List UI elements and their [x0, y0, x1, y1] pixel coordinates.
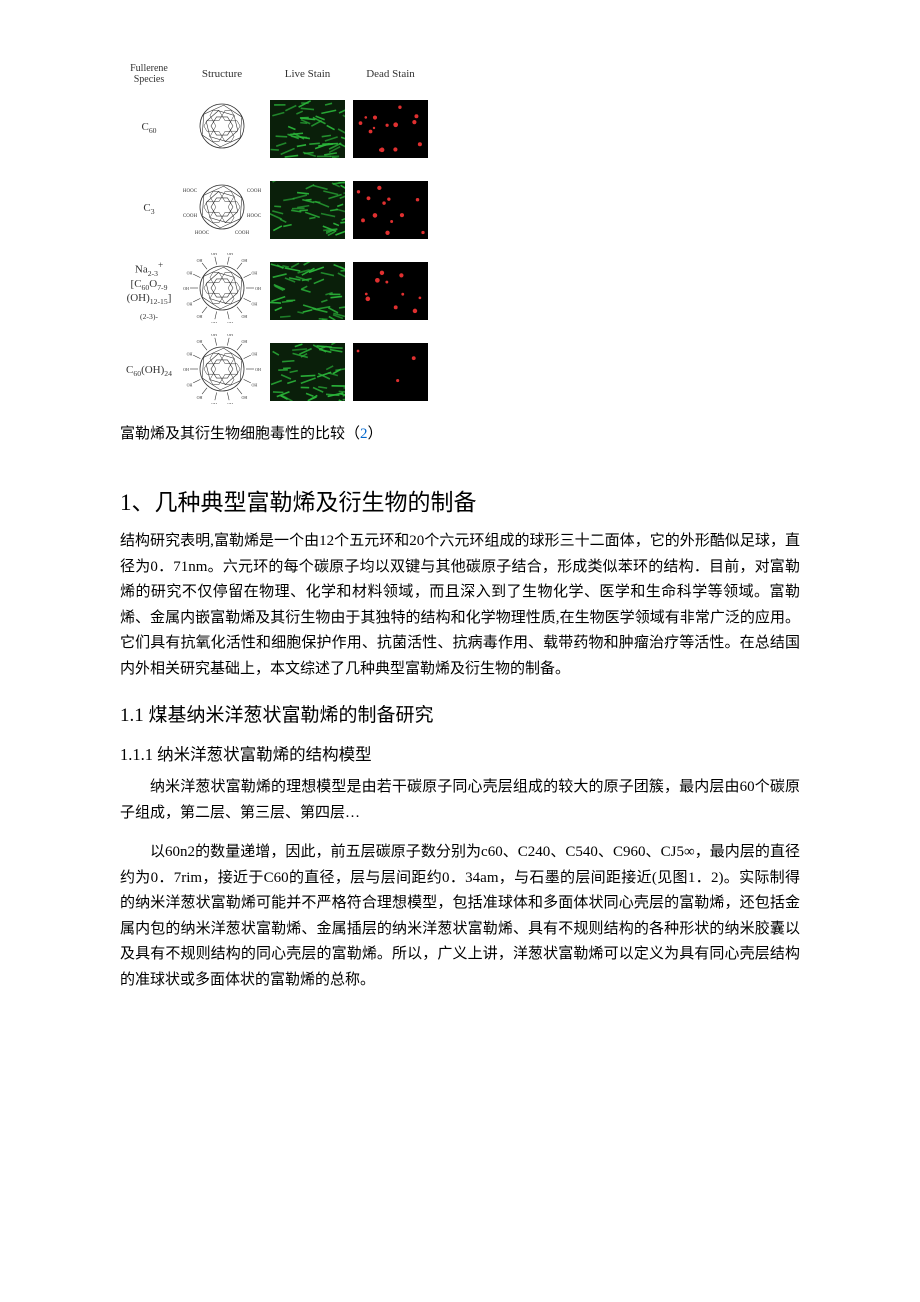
svg-text:OH: OH — [187, 383, 193, 388]
col-header-live: Live Stain — [266, 60, 349, 88]
section-1-heading: 1、几种典型富勒烯及衍生物的制备 — [120, 483, 800, 517]
svg-text:OH: OH — [227, 334, 233, 337]
svg-text:OH: OH — [187, 302, 193, 307]
svg-text:COOH: COOH — [247, 189, 262, 194]
svg-text:OH: OH — [242, 258, 248, 263]
figure-row: C60(OH)24 OH OH OH OH OH OH OH OH OH OH OH OH OH OH — [120, 331, 432, 412]
svg-text:OH: OH — [183, 367, 189, 372]
svg-text:OH: OH — [211, 334, 217, 337]
svg-text:OH: OH — [227, 402, 233, 404]
species-header: Fullerene Species — [120, 60, 178, 88]
svg-text:OH: OH — [197, 339, 203, 344]
svg-text:OH: OH — [211, 321, 217, 323]
dead-stain-image — [349, 169, 432, 250]
caption-after: ） — [368, 426, 383, 442]
svg-text:HOOC: HOOC — [247, 214, 262, 219]
structure-diagram: HOOC COOH HOOC COOH HOOC COOH — [178, 169, 266, 250]
svg-text:COOH: COOH — [235, 231, 250, 236]
svg-text:OH: OH — [227, 253, 233, 256]
svg-text:HOOC: HOOC — [183, 189, 198, 194]
svg-text:OH: OH — [227, 321, 233, 323]
structure-diagram: OH OH OH OH OH OH OH OH OH OH OH OH OH OH — [178, 331, 266, 412]
species-label: Na2-3+[C60O7-9(OH)12-15](2-3)- — [120, 250, 178, 331]
dead-stain-image — [349, 88, 432, 169]
svg-text:OH: OH — [252, 383, 258, 388]
section-1-1-heading: 1.1 煤基纳米洋葱状富勒烯的制备研究 — [120, 700, 800, 727]
structure-diagram: OH OH OH OH OH OH OH OH OH OH OH OH OH OH — [178, 250, 266, 331]
caption-ref-link[interactable]: 2 — [360, 426, 368, 442]
dead-stain-image — [349, 331, 432, 412]
figure-row: C60 — [120, 88, 432, 169]
svg-text:OH: OH — [187, 351, 193, 356]
svg-text:OH: OH — [252, 351, 258, 356]
svg-text:OH: OH — [183, 286, 189, 291]
svg-text:OH: OH — [255, 367, 261, 372]
figure-caption: 富勒烯及其衍生物细胞毒性的比较（2） — [120, 422, 800, 443]
species-label: C60(OH)24 — [120, 331, 178, 412]
svg-text:OH: OH — [252, 302, 258, 307]
figure-row: C3 HOOC COOH HOOC COOH HOOC COOH — [120, 169, 432, 250]
live-stain-image — [266, 169, 349, 250]
svg-text:OH: OH — [255, 286, 261, 291]
live-stain-image — [266, 331, 349, 412]
figure-table: Fullerene Species Structure Live Stain D… — [120, 60, 432, 412]
species-label: C60 — [120, 88, 178, 169]
svg-text:COOH: COOH — [183, 214, 198, 219]
live-stain-image — [266, 88, 349, 169]
svg-text:OH: OH — [211, 253, 217, 256]
dead-stain-image — [349, 250, 432, 331]
svg-text:OH: OH — [197, 314, 203, 319]
structure-diagram — [178, 88, 266, 169]
live-stain-image — [266, 250, 349, 331]
section-1-paragraph: 结构研究表明,富勒烯是一个由12个五元环和20个六元环组成的球形三十二面体，它的… — [120, 529, 800, 682]
caption-text: 富勒烯及其衍生物细胞毒性的比较（ — [120, 426, 360, 442]
svg-text:HOOC: HOOC — [195, 231, 210, 236]
svg-text:OH: OH — [197, 258, 203, 263]
svg-text:OH: OH — [252, 270, 258, 275]
svg-text:OH: OH — [211, 402, 217, 404]
svg-text:OH: OH — [242, 314, 248, 319]
figure-row: Na2-3+[C60O7-9(OH)12-15](2-3)- OHOHOHOHO… — [120, 250, 432, 331]
figure-fullerene-comparison: Fullerene Species Structure Live Stain D… — [120, 60, 800, 412]
col-header-dead: Dead Stain — [349, 60, 432, 88]
species-label: C3 — [120, 169, 178, 250]
svg-text:OH: OH — [187, 270, 193, 275]
svg-text:OH: OH — [242, 339, 248, 344]
section-1-1-1-heading: 1.1.1 纳米洋葱状富勒烯的结构模型 — [120, 741, 800, 765]
section-1-1-1-para1: 纳米洋葱状富勒烯的理想模型是由若干碳原子同心壳层组成的较大的原子团簇，最内层由6… — [120, 775, 800, 826]
svg-text:OH: OH — [197, 395, 203, 400]
col-header-structure: Structure — [178, 60, 266, 88]
svg-text:OH: OH — [242, 395, 248, 400]
section-1-1-1-para2: 以60n2的数量递增，因此，前五层碳原子数分别为c60、C240、C540、C9… — [120, 840, 800, 993]
